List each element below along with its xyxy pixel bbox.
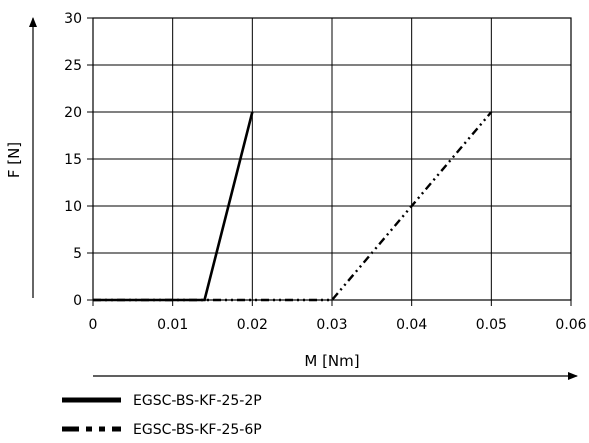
legend-label-2p: EGSC-BS-KF-25-2P: [133, 393, 262, 409]
legend-item-2p: EGSC-BS-KF-25-2P: [62, 393, 262, 409]
x-tick-label-3: 0.03: [316, 317, 347, 333]
x-tick-labels: 0 0.01 0.02 0.03 0.04 0.05 0.06: [89, 300, 587, 333]
y-tick-label-0: 0: [73, 293, 82, 309]
y-tick-label-5: 25: [64, 58, 82, 74]
x-tick-label-6: 0.06: [555, 317, 586, 333]
legend: EGSC-BS-KF-25-2P EGSC-BS-KF-25-6P: [62, 393, 262, 438]
x-tick-label-2: 0.02: [237, 317, 268, 333]
y-tick-label-2: 10: [64, 199, 82, 215]
series-line-1: [93, 111, 493, 302]
series-layer: [93, 111, 493, 302]
legend-label-6p: EGSC-BS-KF-25-6P: [133, 422, 262, 438]
y-tick-labels: 0 5 10 15 20 25 30: [64, 11, 93, 309]
grid: [92, 17, 572, 301]
x-tick-label-0: 0: [89, 317, 98, 333]
x-tick-label-5: 0.05: [476, 317, 507, 333]
x-axis-title: M [Nm]: [304, 352, 359, 370]
x-tick-label-1: 0.01: [157, 317, 188, 333]
y-axis-title: F [N]: [5, 142, 23, 178]
legend-item-6p: EGSC-BS-KF-25-6P: [62, 422, 262, 438]
x-tick-label-4: 0.04: [396, 317, 427, 333]
y-tick-label-4: 20: [64, 105, 82, 121]
y-tick-label-1: 5: [73, 246, 82, 262]
y-tick-label-3: 15: [64, 152, 82, 168]
y-tick-label-6: 30: [64, 11, 82, 27]
